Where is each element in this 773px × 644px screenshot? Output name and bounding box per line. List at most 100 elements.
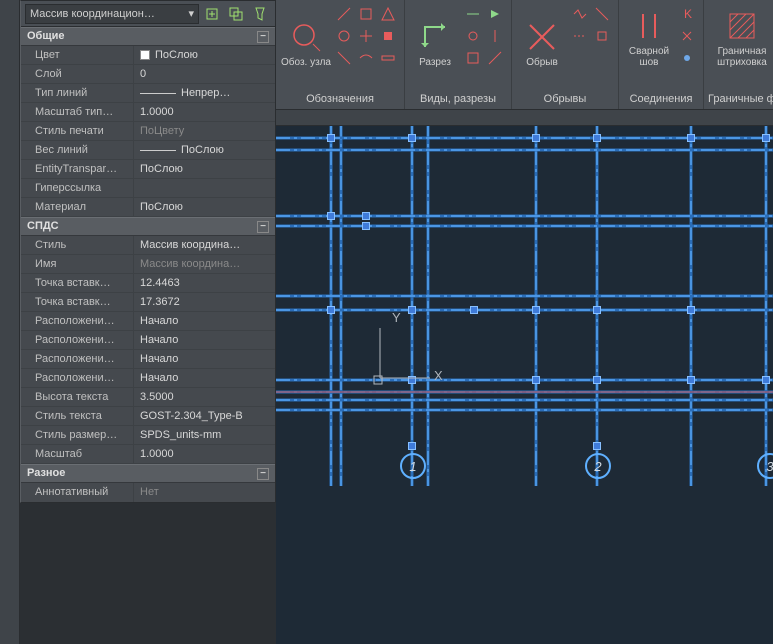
small-tool-9[interactable] <box>378 48 398 68</box>
grip-handle[interactable] <box>532 376 540 384</box>
property-value[interactable]: Массив координа… <box>134 255 275 273</box>
quick-select-button[interactable] <box>249 4 271 24</box>
property-row: Гиперссылка <box>21 179 275 198</box>
property-value-text: Нет <box>140 483 159 502</box>
grip-handle[interactable] <box>362 222 370 230</box>
property-row: Масштаб тип…1.0000 <box>21 103 275 122</box>
break-tool-2[interactable] <box>592 4 612 24</box>
view-tool-3[interactable] <box>463 26 483 46</box>
node-designation-button[interactable]: Обоз. узла <box>280 2 332 70</box>
property-value-text: 0 <box>140 65 146 83</box>
property-label: Высота текста <box>21 388 134 406</box>
property-row: Высота текста3.5000 <box>21 388 275 407</box>
property-value[interactable]: ПоСлою <box>134 160 275 178</box>
drawing-canvas[interactable]: 123 Y X <box>276 110 773 644</box>
small-tool-1[interactable] <box>334 4 354 24</box>
grip-handle[interactable] <box>687 134 695 142</box>
section-header[interactable]: Общие− <box>21 27 275 46</box>
property-row: Точка вставк…17.3672 <box>21 293 275 312</box>
property-value[interactable]: Начало <box>134 350 275 368</box>
small-tool-2[interactable] <box>356 4 376 24</box>
grip-handle[interactable] <box>687 306 695 314</box>
joint-tool-3[interactable] <box>677 48 697 68</box>
property-value-text: ПоСлою <box>140 160 183 178</box>
grip-handle[interactable] <box>687 376 695 384</box>
break-tool-3[interactable] <box>570 26 590 46</box>
grip-handle[interactable] <box>327 306 335 314</box>
object-type-selector[interactable]: Массив координацион… ▾ <box>25 4 199 24</box>
property-value[interactable]: Нет <box>134 483 275 502</box>
grip-handle[interactable] <box>762 376 770 384</box>
left-dock-strip <box>0 0 20 644</box>
property-value[interactable]: 1.0000 <box>134 103 275 121</box>
property-value[interactable]: 12.4463 <box>134 274 275 292</box>
property-label: Стиль печати <box>21 122 134 140</box>
property-label: Расположени… <box>21 369 134 387</box>
view-tool-4[interactable] <box>485 26 505 46</box>
property-value[interactable]: Начало <box>134 331 275 349</box>
property-row: Стиль печатиПоЦвету <box>21 122 275 141</box>
property-label: Тип линий <box>21 84 134 102</box>
small-tool-4[interactable] <box>334 26 354 46</box>
break-tool-1[interactable] <box>570 4 590 24</box>
grip-handle[interactable] <box>408 306 416 314</box>
view-tool-6[interactable] <box>485 48 505 68</box>
property-value[interactable]: GOST-2.304_Type-B <box>134 407 275 425</box>
grip-handle[interactable] <box>532 134 540 142</box>
object-type-text: Массив координацион… <box>30 5 155 23</box>
grip-handle[interactable] <box>593 376 601 384</box>
grip-handle[interactable] <box>762 134 770 142</box>
toggle-pickadd-button[interactable] <box>201 4 223 24</box>
joint-tool-1[interactable]: K <box>677 4 697 24</box>
view-tool-5[interactable] <box>463 48 483 68</box>
property-value[interactable] <box>134 179 275 197</box>
grip-handle[interactable] <box>470 306 478 314</box>
property-value[interactable]: Начало <box>134 369 275 387</box>
color-swatch <box>140 50 150 60</box>
grip-handle[interactable] <box>327 212 335 220</box>
grip-handle[interactable] <box>532 306 540 314</box>
break-label: Обрыв <box>526 57 558 68</box>
small-tool-7[interactable] <box>334 48 354 68</box>
small-tool-6[interactable] <box>378 26 398 46</box>
property-row: Расположени…Начало <box>21 350 275 369</box>
section-header[interactable]: СПДС− <box>21 217 275 236</box>
grip-handle[interactable] <box>362 212 370 220</box>
section-button[interactable]: Разрез <box>409 2 461 70</box>
break-tool-4[interactable] <box>592 26 612 46</box>
property-value[interactable]: 1.0000 <box>134 445 275 463</box>
select-objects-button[interactable] <box>225 4 247 24</box>
view-tool-2[interactable] <box>485 4 505 24</box>
property-value[interactable]: ПоСлою <box>134 198 275 216</box>
view-tool-1[interactable] <box>463 4 483 24</box>
section-header[interactable]: Разное− <box>21 464 275 483</box>
small-tool-8[interactable] <box>356 48 376 68</box>
property-value[interactable]: ПоЦвету <box>134 122 275 140</box>
grip-handle[interactable] <box>408 134 416 142</box>
grip-handle[interactable] <box>327 134 335 142</box>
property-value[interactable]: 3.5000 <box>134 388 275 406</box>
property-value[interactable]: Начало <box>134 312 275 330</box>
property-value[interactable]: ПоСлою <box>134 46 275 64</box>
property-value[interactable]: 0 <box>134 65 275 83</box>
property-value[interactable]: 17.3672 <box>134 293 275 311</box>
joint-tool-2[interactable] <box>677 26 697 46</box>
property-value-text: ПоСлою <box>181 141 224 159</box>
small-tool-3[interactable] <box>378 4 398 24</box>
property-row: Расположени…Начало <box>21 369 275 388</box>
property-row: МатериалПоСлою <box>21 198 275 217</box>
property-value[interactable]: ПоСлою <box>134 141 275 159</box>
grip-handle[interactable] <box>408 442 416 450</box>
property-value[interactable]: Массив координа… <box>134 236 275 254</box>
property-label: Вес линий <box>21 141 134 159</box>
small-tool-5[interactable] <box>356 26 376 46</box>
break-button[interactable]: Обрыв <box>516 2 568 70</box>
property-value[interactable]: SPDS_units-mm <box>134 426 275 444</box>
grip-handle[interactable] <box>593 134 601 142</box>
property-value[interactable]: Непрер… <box>134 84 275 102</box>
property-value-text: ПоСлою <box>140 198 183 216</box>
grip-handle[interactable] <box>593 442 601 450</box>
grip-handle[interactable] <box>593 306 601 314</box>
boundary-hatch-button[interactable]: Граничная штриховка <box>708 2 773 70</box>
weld-button[interactable]: Сварной шов <box>623 2 675 70</box>
